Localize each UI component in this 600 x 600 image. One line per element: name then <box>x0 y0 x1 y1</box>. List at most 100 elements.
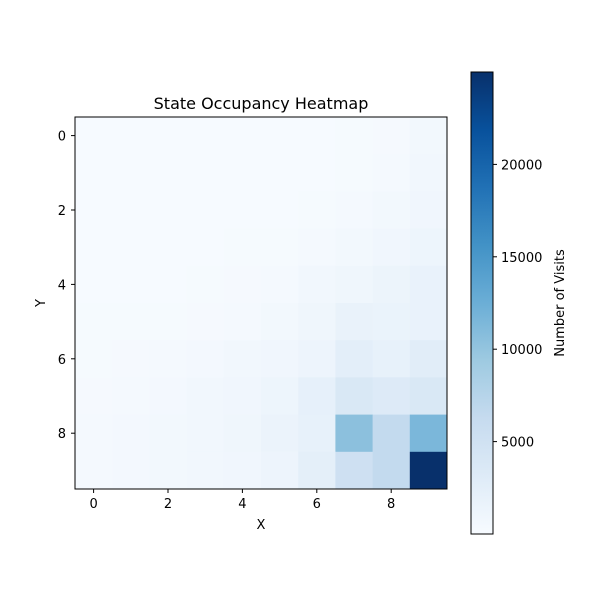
heatmap-cell <box>261 340 299 378</box>
heatmap-cell <box>112 228 150 267</box>
heatmap-cell <box>75 154 113 192</box>
heatmap-cell <box>372 117 411 155</box>
heatmap-cell <box>112 377 150 415</box>
heatmap-cell <box>112 265 150 304</box>
heatmap-cell <box>223 451 262 490</box>
heatmap-cell <box>372 377 411 415</box>
heatmap-cell <box>409 451 448 490</box>
chart-title: State Occupancy Heatmap <box>154 94 369 113</box>
heatmap-cell <box>409 340 448 378</box>
heatmap-cell <box>112 340 150 378</box>
heatmap-cell <box>409 265 448 304</box>
colorbar <box>470 71 494 535</box>
heatmap-cell <box>298 154 336 192</box>
x-tick-label: 2 <box>164 497 172 512</box>
y-axis-ticks: 0 2 4 6 8 <box>58 130 75 442</box>
heatmap-cell <box>186 340 225 378</box>
heatmap-cell <box>112 191 150 229</box>
heatmap-cell <box>372 191 411 229</box>
heatmap-cell <box>335 228 373 267</box>
colorbar-label: Number of Visits <box>553 249 568 357</box>
heatmap-cells <box>75 117 448 490</box>
heatmap-cell <box>261 117 299 155</box>
heatmap-cell <box>149 414 187 453</box>
heatmap-cell <box>409 414 448 453</box>
heatmap-cell <box>223 117 262 155</box>
heatmap-cell <box>75 191 113 229</box>
colorbar-tick-label: 10000 <box>501 343 542 358</box>
heatmap-cell <box>372 451 411 490</box>
heatmap-cell <box>261 414 299 453</box>
heatmap-cell <box>261 228 299 267</box>
heatmap-cell <box>149 451 187 490</box>
heatmap-cell <box>186 117 225 155</box>
heatmap-cell <box>261 451 299 490</box>
heatmap-cell <box>112 117 150 155</box>
heatmap-cell <box>372 303 411 341</box>
heatmap-cell <box>149 117 187 155</box>
y-tick-label: 0 <box>58 130 66 145</box>
heatmap-cell <box>223 340 262 378</box>
heatmap-cell <box>112 154 150 192</box>
heatmap-cell <box>335 117 373 155</box>
heatmap-cell <box>335 414 373 453</box>
y-tick-label: 2 <box>58 204 66 219</box>
heatmap-cell <box>223 228 262 267</box>
heatmap-cell <box>409 228 448 267</box>
heatmap-cell <box>149 228 187 267</box>
heatmap-cell <box>75 414 113 453</box>
heatmap-cell <box>223 154 262 192</box>
heatmap-cell <box>335 191 373 229</box>
heatmap-cell <box>149 191 187 229</box>
x-axis-ticks: 0 2 4 6 8 <box>89 489 395 512</box>
x-tick-label: 6 <box>313 497 321 512</box>
heatmap-cell <box>298 340 336 378</box>
heatmap-cell <box>261 265 299 304</box>
heatmap-cell <box>186 451 225 490</box>
x-axis-label: X <box>257 518 266 533</box>
x-tick-label: 0 <box>89 497 97 512</box>
heatmap-cell <box>298 191 336 229</box>
heatmap-cell <box>223 414 262 453</box>
heatmap-cell <box>186 414 225 453</box>
heatmap-cell <box>186 191 225 229</box>
heatmap-cell <box>149 303 187 341</box>
heatmap-cell <box>223 191 262 229</box>
heatmap-cell <box>75 377 113 415</box>
heatmap-cell <box>298 228 336 267</box>
x-tick-label: 8 <box>387 497 395 512</box>
heatmap-cell <box>75 303 113 341</box>
heatmap-cell <box>298 117 336 155</box>
heatmap-cell <box>186 377 225 415</box>
heatmap-cell <box>298 265 336 304</box>
heatmap-cell <box>372 265 411 304</box>
heatmap-cell <box>409 154 448 192</box>
heatmap-cell <box>261 191 299 229</box>
heatmap-cell <box>335 154 373 192</box>
heatmap-cell <box>409 191 448 229</box>
y-tick-label: 8 <box>58 427 66 442</box>
colorbar-tick-label: 5000 <box>501 436 534 451</box>
x-tick-label: 4 <box>238 497 246 512</box>
heatmap-cell <box>75 340 113 378</box>
heatmap-cell <box>261 303 299 341</box>
y-tick-label: 6 <box>58 353 66 368</box>
heatmap-cell <box>372 154 411 192</box>
heatmap-cell <box>335 451 373 490</box>
heatmap-cell <box>112 303 150 341</box>
heatmap-cell <box>75 265 113 304</box>
plot-frame <box>74 116 448 490</box>
heatmap-cell <box>223 265 262 304</box>
heatmap-cell <box>298 414 336 453</box>
heatmap-cell <box>261 377 299 415</box>
heatmap-cell <box>372 414 411 453</box>
heatmap-cell <box>409 377 448 415</box>
heatmap-cell <box>298 303 336 341</box>
heatmap-cell <box>112 451 150 490</box>
heatmap-cell <box>335 340 373 378</box>
colorbar-ticks: 5000 10000 15000 20000 <box>493 158 542 451</box>
heatmap-cell <box>149 265 187 304</box>
heatmap-cell <box>298 377 336 415</box>
heatmap-cell <box>186 265 225 304</box>
